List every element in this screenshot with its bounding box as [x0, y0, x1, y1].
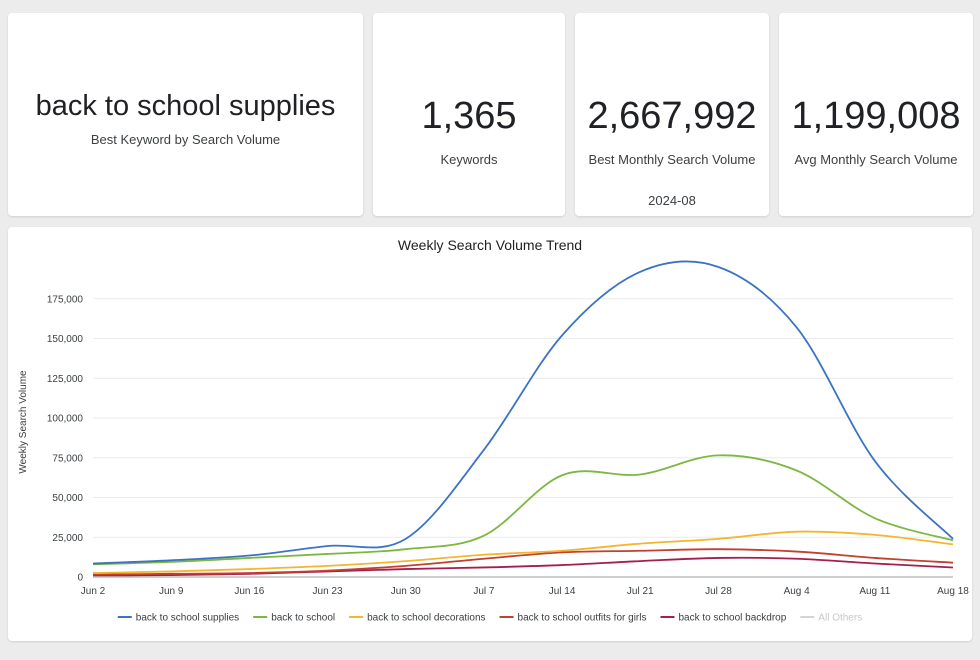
legend-item-back-to-school-outfits-for-girls[interactable]: back to school outfits for girls: [499, 613, 647, 624]
best-monthly-period: 2024-08: [648, 193, 696, 208]
y-tick-label: 175,000: [47, 294, 84, 305]
legend-label: back to school: [271, 613, 335, 624]
x-tick-label: Jul 7: [473, 586, 495, 597]
scorecard-avg-monthly: 1,199,008 Avg Monthly Search Volume: [779, 13, 973, 216]
legend-label: back to school backdrop: [678, 613, 786, 624]
y-tick-label: 125,000: [47, 374, 84, 385]
y-tick-label: 0: [77, 573, 83, 584]
series-line-back-to-school-decorations: [92, 530, 954, 574]
chart-legend[interactable]: back to school supplies back to school bac…: [117, 613, 862, 624]
y-tick-label: 100,000: [47, 414, 84, 425]
x-tick-label: Aug 18: [937, 586, 969, 597]
legend-label: back to school supplies: [136, 613, 239, 624]
y-tick-label: 75,000: [52, 453, 83, 464]
best-keyword-label: Best Keyword by Search Volume: [90, 132, 281, 147]
x-tick-label: Jun 23: [313, 586, 343, 597]
x-axis-ticks: Jun 2 Jun 9 Jun 16 Jun 23 Jun 30 Jul 7 Jul 14 J…: [81, 586, 970, 597]
weekly-trend-chart: Weekly Search Volume Trend 0 25,000 50,000…: [18, 237, 970, 624]
x-tick-label: Jun 16: [234, 586, 264, 597]
x-tick-label: Jun 2: [81, 586, 106, 597]
avg-monthly-value: 1,199,008: [791, 95, 961, 137]
series-line-back-to-school-outfits-for-girls: [92, 548, 954, 576]
best-keyword-value: back to school supplies: [35, 90, 336, 122]
y-axis-ticks: 0 25,000 50,000 75,000 100,000 125,000 150,000…: [47, 294, 84, 583]
chart-grid: [93, 298, 953, 578]
scorecard-keywords: 1,365 Keywords: [373, 13, 565, 216]
chart-title: Weekly Search Volume Trend: [398, 237, 582, 253]
legend-item-back-to-school-decorations[interactable]: back to school decorations: [349, 613, 486, 624]
x-tick-label: Jun 9: [159, 586, 184, 597]
scorecard-best-keyword: back to school supplies Best Keyword by …: [8, 13, 363, 216]
y-tick-label: 50,000: [52, 493, 83, 504]
legend-label: back to school decorations: [367, 613, 485, 624]
best-monthly-value: 2,667,992: [587, 95, 757, 137]
x-tick-label: Aug 11: [859, 586, 890, 597]
x-tick-label: Jul 21: [627, 586, 654, 597]
best-monthly-label: Best Monthly Search Volume: [588, 152, 756, 167]
legend-item-back-to-school[interactable]: back to school: [253, 613, 335, 624]
avg-monthly-label: Avg Monthly Search Volume: [794, 152, 958, 167]
legend-item-back-to-school-supplies[interactable]: back to school supplies: [117, 613, 239, 624]
y-axis-label: Weekly Search Volume: [18, 370, 29, 474]
y-tick-label: 25,000: [52, 533, 83, 544]
legend-item-back-to-school-backdrop[interactable]: back to school backdrop: [660, 613, 787, 624]
x-tick-label: Jul 14: [549, 586, 576, 597]
series-line-back-to-school-supplies: [92, 260, 954, 565]
series-line-back-to-school: [92, 454, 954, 566]
keywords-count-label: Keywords: [440, 152, 498, 167]
y-tick-label: 150,000: [47, 334, 84, 345]
chart-series: [92, 260, 954, 577]
legend-label: back to school outfits for girls: [518, 613, 647, 624]
legend-label: All Others: [818, 613, 862, 624]
scorecard-best-monthly: 2,667,992 Best Monthly Search Volume 202…: [575, 13, 769, 216]
keywords-count-value: 1,365: [421, 95, 517, 137]
x-tick-label: Aug 4: [784, 586, 811, 597]
x-tick-label: Jun 30: [391, 586, 421, 597]
legend-item-all-others[interactable]: All Others: [800, 613, 862, 624]
x-tick-label: Jul 28: [705, 586, 732, 597]
weekly-trend-chart-card: Weekly Search Volume Trend 0 25,000 50,000…: [8, 227, 972, 641]
